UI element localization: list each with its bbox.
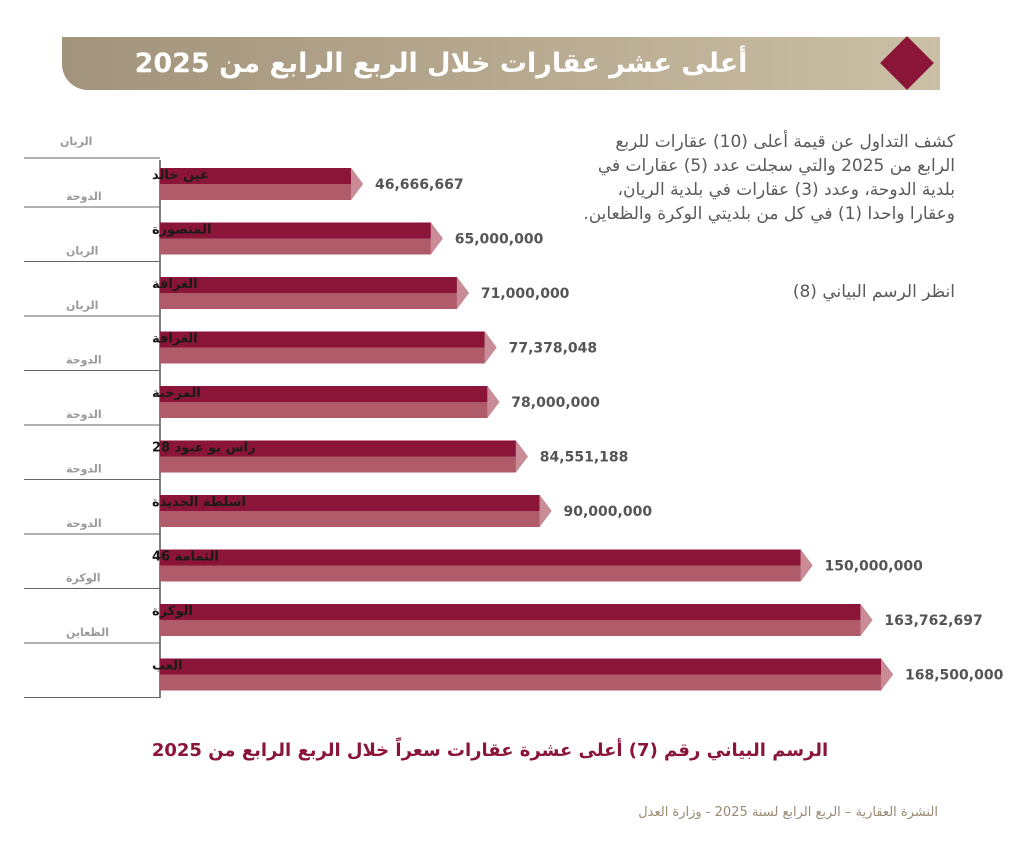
chart-caption: الرسم البياني رقم (7) أعلى عشرة عقارات س… [151,740,829,761]
municipality-label: الدوحة [66,408,102,421]
category-label: اسلطة الجديدة [152,495,246,510]
bar-tip [456,277,469,309]
category-label: الغرافة [152,277,198,292]
description-paragraph: كشف التداول عن قيمة أعلى (10) عقارات للر… [583,132,955,224]
footer-text: النشرة العقارية – الربع الرابع لسنة 2025… [638,805,938,820]
bar-tip [430,222,443,255]
bar [160,386,500,402]
bar [160,658,893,675]
bar [160,222,443,239]
bar-tip [881,658,893,691]
value-label: 90,000,000 [564,504,653,520]
bar-shade [160,402,500,418]
municipality-label: الظعاين [66,626,109,639]
title-banner: أعلى عشر عقارات خلال الربع الرابع من 202… [62,37,940,90]
category-label: المرخية [152,386,201,401]
category-label: الغرافة [152,332,198,347]
bar [160,277,469,293]
municipality-label: الريان [66,245,98,258]
bar-shade [160,511,552,527]
bar-tip [515,440,528,473]
category-label: العب [152,659,182,674]
bar-chart: الريان 46,666,667 عين خالد الدوحة 65,000,000… [24,135,1004,698]
bar-shade [160,238,443,255]
bar-shade [160,293,469,309]
bar-shade [160,184,364,200]
bar-shade [160,565,813,582]
value-label: 78,000,000 [511,395,600,411]
bar-tip [487,386,500,418]
bar [160,495,552,511]
bar-shade [160,674,893,691]
bar-shade [160,620,873,636]
category-label: الثمامة 46 [152,550,219,565]
municipality-label: الريان [60,135,92,148]
category-label: عين خالد [152,168,209,183]
value-label: 150,000,000 [825,559,924,575]
category-label: المنصورة [152,223,211,238]
bar-tip [539,495,552,527]
municipality-label: الوكرة [66,572,101,585]
bar [160,331,497,348]
bar [160,440,528,457]
value-label: 84,551,188 [540,450,629,466]
see-chart-note: انظر الرسم البياني (8) [792,282,955,302]
value-label: 65,000,000 [455,232,544,248]
bar-tip [351,168,364,200]
bar-tip [860,604,873,636]
value-label: 46,666,667 [375,177,464,193]
bar-tip [484,331,497,364]
municipality-label: الدوحة [66,190,102,203]
value-label: 77,378,048 [509,341,598,357]
municipality-label: الدوحة [66,463,102,476]
category-label: الوكرة [152,604,193,619]
value-label: 168,500,000 [905,668,1004,684]
page-title: أعلى عشر عقارات خلال الربع الرابع من 202… [134,48,748,79]
bar [160,604,873,620]
municipality-label: الدوحة [66,354,102,367]
value-label: 71,000,000 [481,286,570,302]
municipality-label: الريان [66,299,98,312]
bar-shade [160,456,528,473]
municipality-label: الدوحة [66,517,102,530]
bar-tip [800,549,813,582]
bar-shade [160,347,497,364]
bar [160,549,813,566]
category-label: راس بو عبود 28 [152,441,256,456]
value-label: 163,762,697 [884,613,982,629]
bar [160,168,364,184]
